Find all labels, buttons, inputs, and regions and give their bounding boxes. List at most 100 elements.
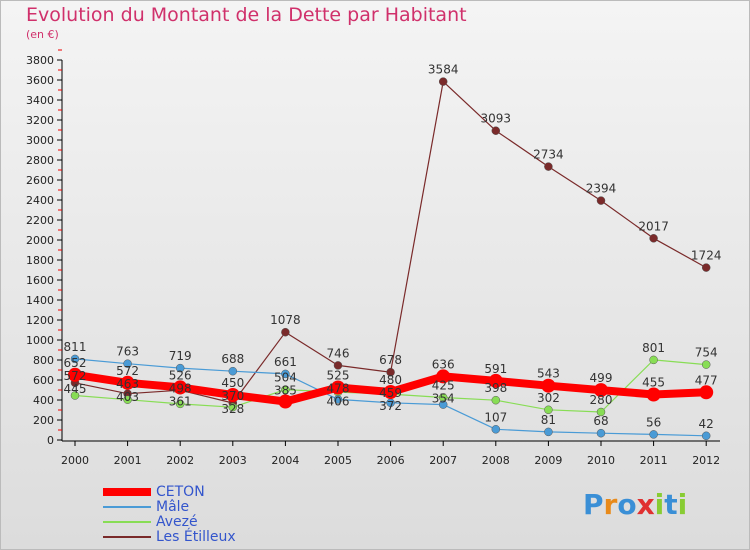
data-label: 652 — [64, 356, 87, 370]
y-tick-label: 600 — [33, 374, 54, 387]
data-point — [596, 428, 606, 438]
data-point — [438, 77, 448, 86]
data-point — [699, 385, 714, 400]
data-label: 385 — [274, 384, 297, 398]
data-point — [701, 360, 711, 369]
data-label: 425 — [432, 379, 455, 393]
data-label: 42 — [699, 417, 714, 431]
data-point — [386, 367, 395, 377]
data-label: 504 — [274, 371, 297, 385]
data-label: 525 — [327, 369, 350, 383]
y-tick-label: 3200 — [26, 114, 54, 127]
x-tick-label: 2010 — [587, 454, 615, 467]
y-tick-label: 2000 — [26, 234, 54, 247]
legend-label: Avezé — [156, 514, 198, 530]
data-point — [491, 395, 501, 405]
x-tick-label: 2006 — [377, 454, 405, 467]
data-label: 445 — [64, 382, 87, 396]
data-point — [649, 234, 658, 243]
x-tick-label: 2003 — [219, 454, 247, 467]
y-tick-label: 0 — [47, 434, 54, 447]
data-point — [491, 126, 501, 135]
data-point — [225, 388, 240, 402]
logo-letter: r — [603, 488, 618, 521]
legend-item: Les Étilleux — [103, 530, 236, 545]
data-point — [228, 366, 238, 376]
data-label: 1078 — [270, 313, 301, 327]
data-label: 477 — [695, 373, 718, 387]
chart-title: Evolution du Montant de la Dette par Hab… — [26, 4, 467, 26]
data-point — [281, 385, 290, 394]
legend-item: Mâle — [103, 500, 189, 515]
data-label: 526 — [169, 368, 192, 382]
legend-item: CETON — [103, 485, 205, 500]
data-point — [488, 373, 503, 388]
data-label: 3584 — [428, 63, 459, 77]
data-label: 56 — [646, 415, 661, 429]
data-label: 811 — [64, 340, 87, 354]
data-label: 661 — [274, 355, 297, 369]
data-point — [68, 367, 82, 382]
legend-swatch — [103, 536, 151, 538]
legend-swatch — [103, 506, 151, 508]
logo-letter: o — [617, 488, 637, 521]
data-point — [596, 407, 606, 417]
data-label: 406 — [327, 395, 350, 409]
data-label: 455 — [642, 376, 665, 390]
y-tick-label: 800 — [33, 354, 54, 367]
legend-item: Avezé — [103, 515, 198, 530]
data-label: 354 — [432, 392, 455, 406]
data-label: 636 — [432, 357, 455, 371]
data-label: 1724 — [691, 249, 722, 263]
logo-letter: P — [583, 488, 604, 521]
data-point — [544, 405, 553, 415]
data-label: 370 — [221, 389, 244, 403]
legend-label: CETON — [156, 484, 205, 500]
data-label: 719 — [169, 349, 192, 363]
data-label: 302 — [537, 391, 560, 405]
logo-letter: x — [636, 488, 655, 521]
y-tick-label: 1200 — [26, 314, 54, 327]
data-point — [649, 355, 658, 365]
data-label: 572 — [116, 364, 139, 378]
y-tick-label: 200 — [33, 414, 54, 427]
data-label: 763 — [116, 345, 139, 359]
data-label: 688 — [221, 352, 244, 366]
data-label: 328 — [221, 402, 244, 416]
data-label: 754 — [695, 346, 718, 360]
data-label: 2734 — [533, 148, 564, 162]
x-tick-label: 2011 — [640, 454, 668, 467]
logo-letter: i — [654, 488, 665, 521]
legend-label: Les Étilleux — [156, 529, 236, 545]
data-label: 480 — [379, 373, 402, 387]
y-tick-label: 2400 — [26, 194, 54, 207]
logo-letter: t — [664, 488, 678, 521]
data-point — [544, 427, 553, 437]
data-point — [701, 431, 711, 441]
data-point — [173, 380, 188, 395]
data-point — [383, 385, 398, 399]
data-point — [70, 391, 80, 400]
x-tick-label: 2009 — [534, 454, 562, 467]
data-point — [438, 400, 448, 409]
data-label: 459 — [379, 386, 402, 400]
data-point — [333, 395, 343, 404]
y-tick-label: 1800 — [26, 254, 54, 267]
logo-letter: i — [677, 488, 688, 521]
data-point — [123, 395, 132, 404]
data-label: 478 — [327, 382, 350, 396]
data-point — [594, 383, 608, 398]
data-point — [596, 196, 606, 205]
data-label: 543 — [537, 367, 560, 381]
legend-label: Mâle — [156, 499, 190, 515]
y-tick-label: 3000 — [26, 134, 54, 147]
data-label: 498 — [169, 381, 192, 395]
data-label: 2017 — [638, 219, 669, 233]
data-label: 3093 — [481, 112, 512, 126]
data-label: 746 — [327, 346, 350, 360]
data-point — [281, 369, 290, 379]
x-tick-label: 2002 — [166, 454, 194, 467]
y-tick-label: 1600 — [26, 274, 54, 287]
